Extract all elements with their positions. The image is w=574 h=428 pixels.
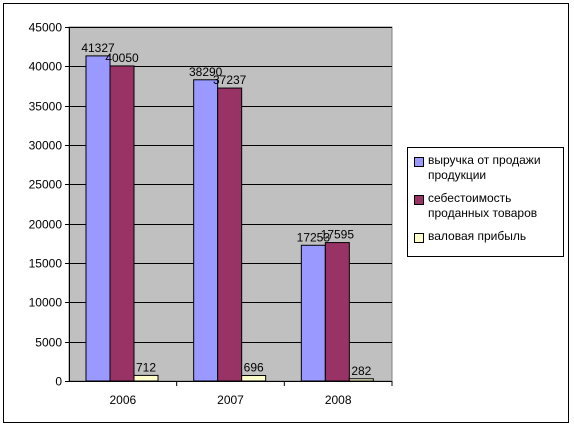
data-label: 40050 (105, 51, 139, 65)
bar (217, 87, 243, 382)
legend-swatch-cost (414, 195, 424, 205)
data-label: 282 (351, 364, 371, 378)
bar (348, 378, 374, 382)
legend-item-gross-profit: валовая прибыль (414, 229, 563, 244)
x-tick-label: 2007 (217, 393, 244, 407)
legend-label-cost: себестоимость проданных товаров (428, 191, 538, 220)
x-tick-label: 2006 (109, 393, 136, 407)
data-label: 41327 (81, 41, 115, 55)
data-label: 712 (136, 360, 156, 374)
data-label: 17253 (297, 230, 331, 244)
bar (133, 374, 159, 382)
legend-swatch-revenue (414, 157, 424, 167)
x-tick-label: 2008 (325, 393, 352, 407)
bar (300, 244, 326, 382)
legend-item-revenue: выручка от продажи продукции (414, 153, 563, 183)
y-tick-label: 20000 (29, 218, 63, 232)
legend-label-gross-profit: валовая прибыль (428, 229, 527, 243)
legend-label-revenue: выручка от продажи продукции (428, 153, 541, 182)
bar (85, 55, 111, 382)
y-tick-label: 0 (55, 375, 62, 389)
y-tick-label: 45000 (29, 21, 63, 35)
bar (193, 79, 219, 382)
y-tick-label: 30000 (29, 139, 63, 153)
legend: выручка от продажи продукции себестоимос… (407, 147, 564, 257)
y-tick-label: 10000 (29, 296, 63, 310)
bar (324, 242, 350, 382)
y-tick-label: 15000 (29, 257, 63, 271)
data-label: 696 (244, 361, 264, 375)
y-tick-label: 40000 (29, 60, 63, 74)
data-label: 38290 (189, 65, 223, 79)
bar (109, 65, 135, 382)
data-label: 37237 (213, 73, 247, 87)
bar (241, 375, 267, 382)
data-label: 17595 (321, 228, 355, 242)
y-tick-label: 35000 (29, 100, 63, 114)
legend-swatch-gross-profit (414, 233, 424, 243)
y-tick-label: 5000 (35, 336, 62, 350)
legend-item-cost: себестоимость проданных товаров (414, 191, 563, 221)
y-tick-label: 25000 (29, 178, 63, 192)
